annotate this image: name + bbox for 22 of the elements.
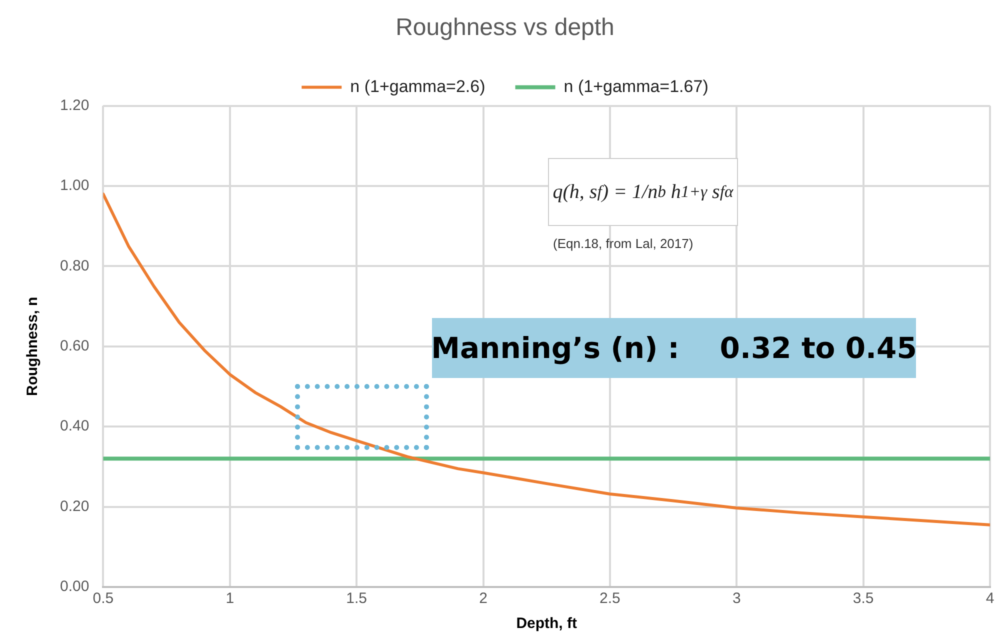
x-tick-label: 3.5	[852, 590, 874, 608]
x-tick-label: 2	[479, 590, 488, 608]
x-tick-label: 1.5	[346, 590, 367, 608]
y-axis-title: Roughness, n	[24, 296, 42, 396]
legend-label: n (1+gamma=2.6)	[350, 76, 486, 96]
legend-label: n (1+gamma=1.67)	[564, 76, 708, 96]
x-tick-label: 0.5	[92, 590, 114, 608]
y-tick-label: 0.40	[60, 418, 90, 435]
y-tick-label: 1.00	[60, 177, 90, 194]
y-tick-label: 1.20	[60, 96, 90, 114]
chart-title: Roughness vs depth	[396, 14, 614, 42]
x-tick-label: 4	[986, 590, 994, 608]
x-tick-label: 2.5	[600, 590, 620, 608]
y-tick-label: 0.60	[60, 338, 90, 355]
y-tick-label: 0.20	[60, 498, 90, 515]
annotation: (Eqn.18, from Lal, 2017)	[553, 236, 694, 251]
y-tick-label: 0.80	[60, 257, 90, 274]
x-tick-label: 3	[732, 590, 741, 608]
y-tick-label: 0.00	[60, 578, 90, 596]
annotation: Manning’s (n) : 0.32 to 0.45	[431, 318, 917, 378]
x-axis-title: Depth, ft	[516, 615, 578, 632]
x-tick-label: 1	[226, 590, 234, 608]
